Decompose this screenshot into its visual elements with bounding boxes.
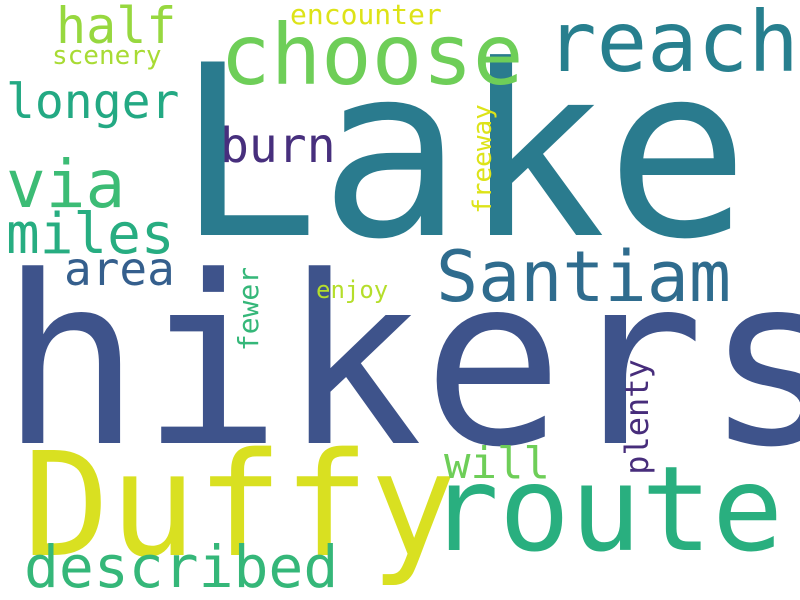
word-area: area bbox=[64, 242, 175, 296]
word-miles: miles bbox=[6, 202, 175, 267]
word-longer: longer bbox=[6, 74, 180, 130]
word-freeway: freeway bbox=[468, 104, 498, 214]
word-via: via bbox=[6, 146, 126, 223]
word-santiam: Santiam bbox=[436, 236, 732, 318]
word-fewer: fewer bbox=[232, 266, 265, 352]
word-encounter: encounter bbox=[290, 0, 442, 31]
word-described: described bbox=[24, 533, 339, 600]
word-duffy: Duffy bbox=[23, 421, 457, 589]
word-enjoy: enjoy bbox=[316, 276, 389, 304]
word-half: half bbox=[56, 0, 177, 55]
word-lake: Lake bbox=[176, 15, 750, 292]
word-scenery: scenery bbox=[52, 41, 162, 71]
word-reach: reach bbox=[546, 0, 799, 91]
word-burn: burn bbox=[220, 118, 336, 174]
word-hikers: hikers bbox=[0, 227, 800, 499]
word-plenty: plenty bbox=[618, 359, 656, 475]
word-will: will bbox=[444, 438, 550, 489]
word-route: route bbox=[428, 440, 784, 578]
word-choose: choose bbox=[220, 6, 524, 104]
